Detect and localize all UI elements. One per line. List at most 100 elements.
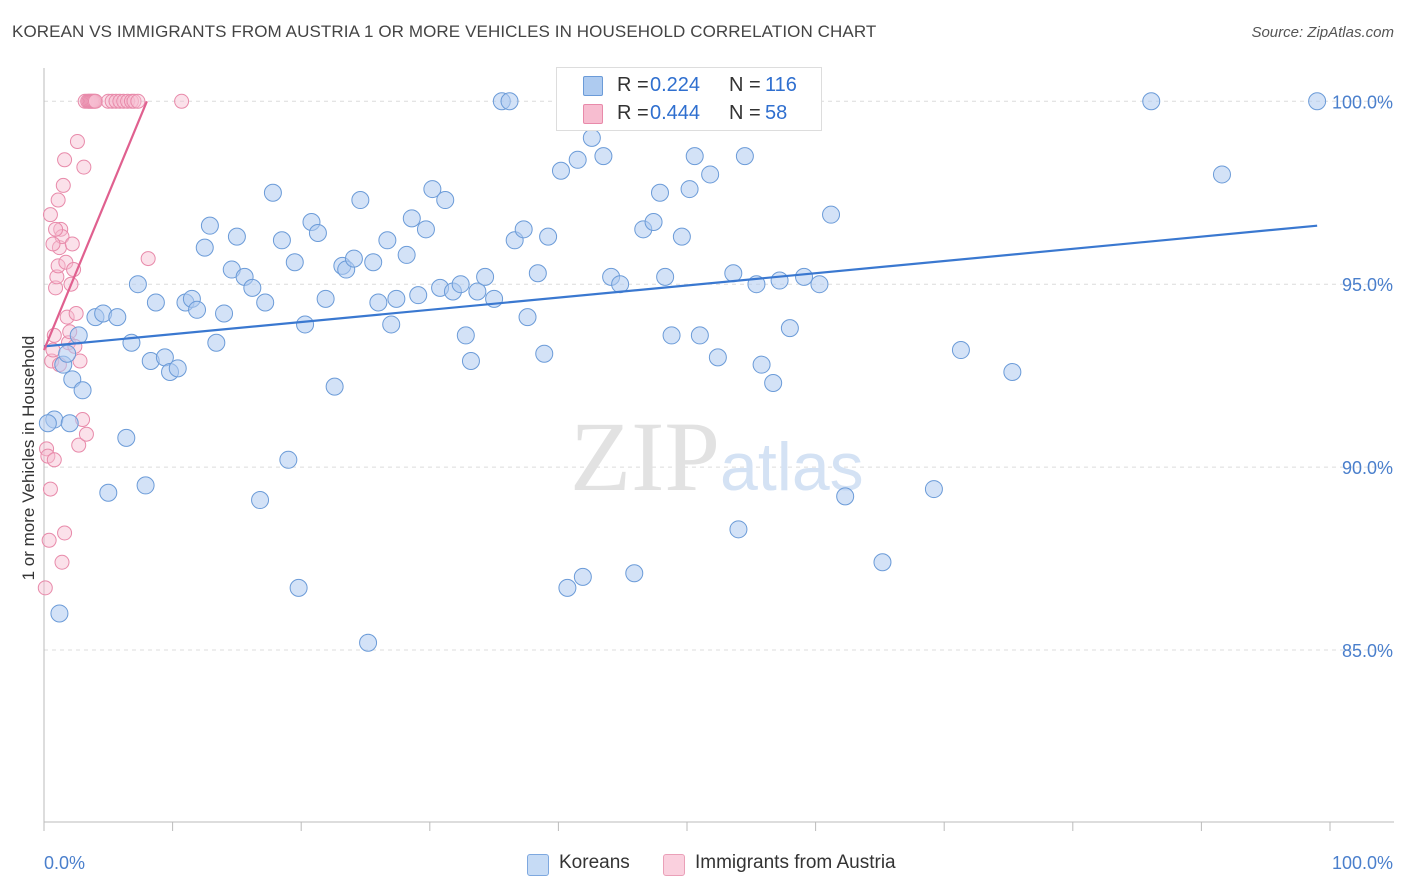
korean-point bbox=[456, 326, 475, 345]
watermark-zip: ZIP bbox=[570, 401, 720, 512]
korean-point bbox=[364, 253, 383, 272]
korean-point bbox=[263, 183, 282, 202]
legend-swatch-austria bbox=[663, 854, 685, 876]
korean-point bbox=[672, 227, 691, 246]
austria-point bbox=[46, 452, 62, 468]
korean-point bbox=[551, 161, 570, 180]
korean-point bbox=[382, 315, 401, 334]
korean-point bbox=[1003, 363, 1022, 381]
y-tick-label: 100.0% bbox=[1332, 92, 1393, 112]
austria-point bbox=[57, 152, 73, 168]
tick-labels: 85.0% 90.0% 95.0% 100.0% 0.0% 100.0% bbox=[44, 92, 1393, 873]
korean-point bbox=[344, 249, 363, 268]
korean-point bbox=[207, 333, 226, 352]
korean-point bbox=[378, 231, 397, 250]
korean-point bbox=[656, 267, 675, 286]
korean-point bbox=[117, 428, 136, 447]
korean-point bbox=[99, 483, 118, 502]
korean-point bbox=[729, 520, 748, 539]
korean-point bbox=[195, 238, 214, 257]
korean-point bbox=[60, 414, 79, 433]
korean-point bbox=[279, 450, 298, 469]
austria-point bbox=[71, 437, 87, 453]
trend-line-austria bbox=[42, 100, 148, 351]
austria-point bbox=[59, 309, 75, 325]
korean-point bbox=[423, 180, 442, 199]
stats-swatch-austria bbox=[583, 104, 603, 124]
stats-r-value: 0.224 bbox=[650, 74, 701, 96]
korean-point bbox=[468, 282, 487, 301]
korean-point bbox=[795, 267, 814, 286]
austria-point bbox=[76, 159, 92, 175]
korean-point bbox=[822, 205, 841, 224]
korean-point bbox=[359, 633, 378, 652]
austria-point bbox=[41, 532, 57, 548]
korean-point bbox=[650, 183, 669, 202]
korean-point bbox=[369, 293, 388, 312]
austria-point bbox=[78, 426, 94, 442]
legend-swatch-koreans bbox=[527, 854, 549, 876]
korean-point bbox=[535, 344, 554, 363]
korean-point bbox=[387, 289, 406, 308]
korean-point bbox=[873, 553, 892, 572]
korean-point bbox=[461, 352, 480, 371]
korean-point bbox=[243, 278, 262, 297]
austria-point bbox=[42, 207, 58, 223]
austria-point bbox=[49, 269, 65, 285]
korean-point bbox=[568, 150, 587, 169]
korean-point bbox=[680, 180, 699, 199]
austria-point bbox=[108, 93, 124, 109]
korean-point bbox=[397, 245, 416, 264]
korean-point bbox=[752, 355, 771, 374]
korean-point bbox=[810, 275, 829, 294]
austria-point bbox=[174, 93, 190, 109]
korean-point bbox=[146, 293, 165, 312]
korean-point bbox=[1212, 165, 1231, 184]
korean-point bbox=[325, 377, 344, 396]
korean-point bbox=[272, 231, 291, 250]
korean-point bbox=[128, 275, 147, 294]
stats-r-label: R = bbox=[617, 102, 649, 124]
austria-points bbox=[37, 93, 190, 596]
korean-point bbox=[764, 373, 783, 392]
korean-point bbox=[296, 315, 315, 334]
y-tick-label: 95.0% bbox=[1342, 275, 1393, 295]
korean-point bbox=[685, 147, 704, 166]
korean-point bbox=[924, 480, 943, 499]
y-axis-label: 1 or more Vehicles in Household bbox=[19, 336, 38, 581]
austria-point bbox=[68, 305, 84, 321]
austria-point bbox=[104, 93, 120, 109]
axes bbox=[43, 68, 1394, 831]
korean-point bbox=[573, 567, 592, 586]
korean-point bbox=[951, 341, 970, 360]
korean-point bbox=[836, 487, 855, 506]
austria-point bbox=[37, 580, 53, 596]
legend-label-austria: Immigrants from Austria bbox=[695, 852, 896, 873]
austria-point bbox=[54, 554, 70, 570]
korean-point bbox=[69, 326, 88, 345]
korean-point bbox=[256, 293, 275, 312]
korean-point bbox=[200, 216, 219, 235]
legend-label-koreans: Koreans bbox=[559, 852, 630, 873]
korean-point bbox=[58, 344, 77, 363]
austria-point bbox=[50, 258, 66, 274]
korean-point bbox=[402, 209, 421, 228]
korean-point bbox=[539, 227, 558, 246]
korean-point bbox=[289, 578, 308, 597]
korean-point bbox=[227, 227, 246, 246]
austria-point bbox=[126, 93, 142, 109]
korean-point bbox=[63, 370, 82, 389]
austria-point bbox=[87, 93, 103, 109]
x-tick-label: 0.0% bbox=[44, 853, 85, 873]
gridlines bbox=[44, 100, 1394, 651]
korean-point bbox=[451, 275, 470, 294]
stats-n-value: 58 bbox=[765, 102, 788, 124]
korean-point bbox=[708, 348, 727, 367]
korean-point bbox=[215, 304, 234, 323]
korean-point bbox=[1308, 92, 1327, 111]
korean-point bbox=[476, 267, 495, 286]
korean-point bbox=[594, 147, 613, 166]
trend-lines bbox=[42, 100, 1318, 351]
korean-point bbox=[251, 491, 270, 510]
